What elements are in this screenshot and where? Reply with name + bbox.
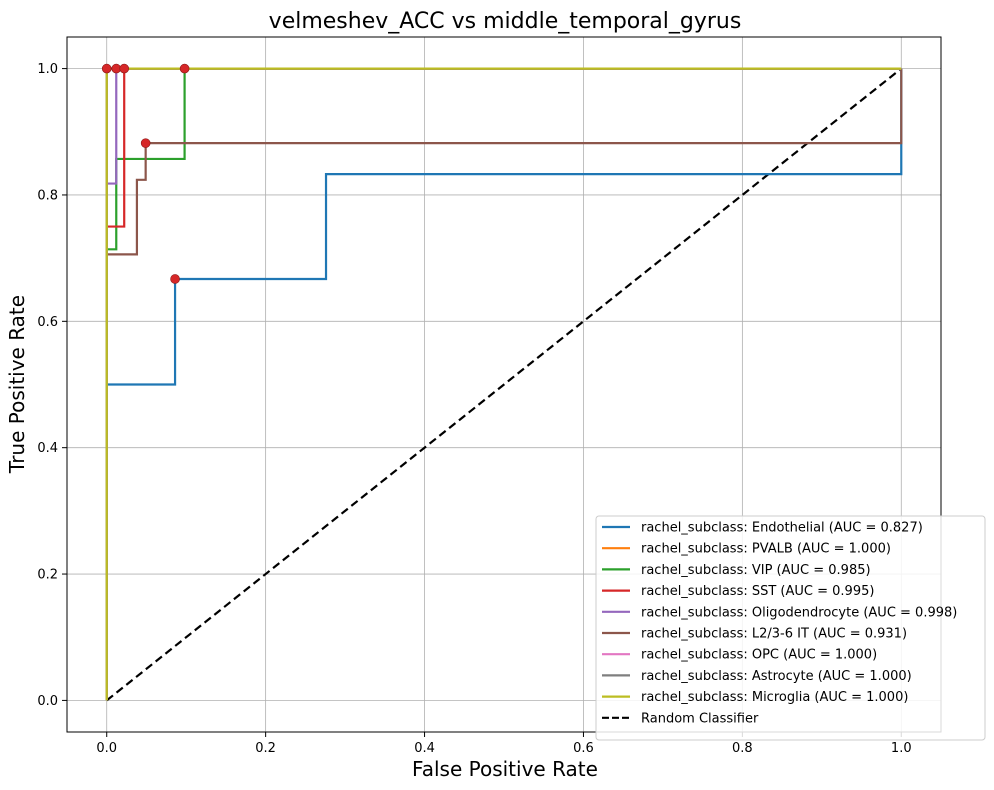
plot-area [101,63,903,702]
y-tick-label: 0.6 [37,315,58,330]
legend-label-2: rachel_subclass: VIP (AUC = 0.985) [641,563,871,578]
y-tick-label: 0.4 [37,441,58,456]
legend-label-8: rachel_subclass: Microglia (AUC = 1.000) [641,690,908,705]
roc-series-line-0 [105,68,903,701]
x-tick-label: 0.2 [255,741,276,756]
legend-label-3: rachel_subclass: SST (AUC = 0.995) [641,584,874,599]
threshold-marker-0 [101,63,112,74]
y-tick-label: 1.0 [37,62,58,77]
legend-label-4: rachel_subclass: Oligodendrocyte (AUC = … [641,605,957,620]
threshold-marker-2 [119,63,130,74]
x-tick-label: 0.0 [96,741,117,756]
legend-label-9: Random Classifier [641,711,759,726]
roc-series-line-5 [105,68,903,701]
y-tick-label: 0.0 [37,694,58,709]
y-tick-label: 0.8 [37,188,58,203]
legend-label-7: rachel_subclass: Astrocyte (AUC = 1.000) [641,669,912,684]
legend-label-1: rachel_subclass: PVALB (AUC = 1.000) [641,542,891,557]
chart-title: velmeshev_ACC vs middle_temporal_gyrus [269,9,742,34]
x-axis-ticks: 0.0 0.2 0.4 0.6 0.8 1.0 [96,732,912,756]
y-tick-label: 0.2 [37,568,58,583]
x-tick-label: 0.8 [732,741,753,756]
legend: rachel_subclass: Endothelial (AUC = 0.82… [595,515,986,741]
threshold-marker-3 [179,63,190,74]
y-axis-ticks: 0.0 0.2 0.4 0.6 0.8 1.0 [37,62,67,709]
x-axis-label: False Positive Rate [412,757,598,781]
threshold-marker-4 [140,138,151,148]
legend-label-5: rachel_subclass: L2/3-6 IT (AUC = 0.931) [641,627,907,642]
legend-label-6: rachel_subclass: OPC (AUC = 1.000) [641,648,877,663]
grid-lines [67,37,941,732]
legend-box [595,515,986,741]
x-tick-label: 0.4 [414,741,435,756]
x-tick-label: 1.0 [891,741,912,756]
threshold-marker-5 [170,274,180,284]
x-tick-label: 0.6 [573,741,594,756]
random-classifier-line [106,67,902,702]
legend-label-0: rachel_subclass: Endothelial (AUC = 0.82… [641,521,923,536]
y-axis-label: True Positive Rate [5,295,29,474]
plot-frame [66,36,942,733]
